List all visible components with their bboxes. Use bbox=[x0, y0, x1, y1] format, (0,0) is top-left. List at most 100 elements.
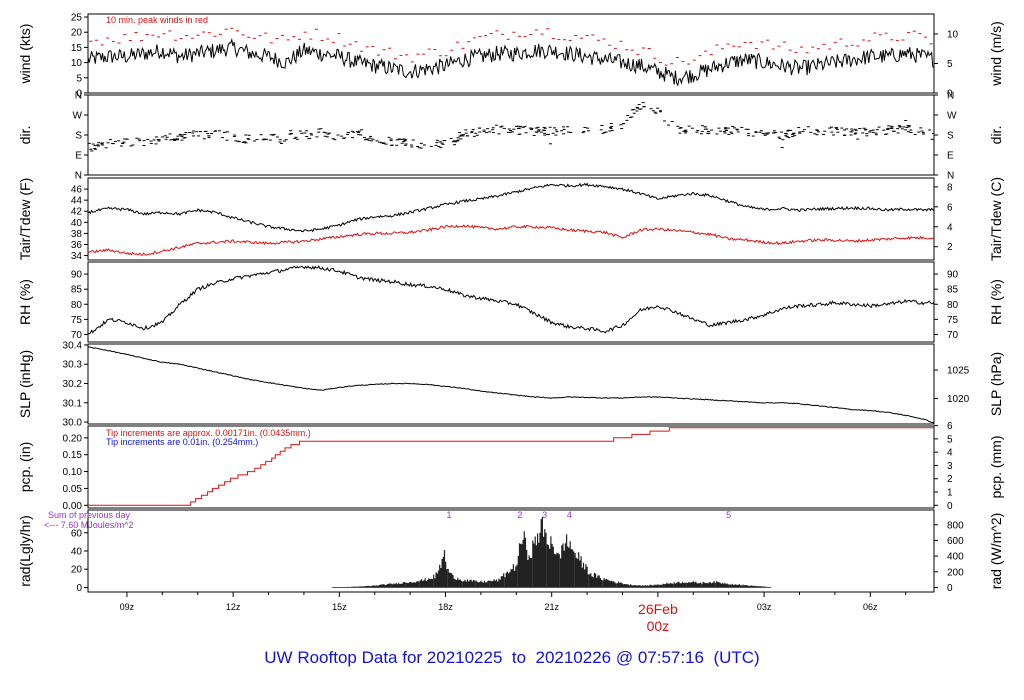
y-tick-label-left: 20 bbox=[71, 565, 83, 576]
y-tick-label-right: 2 bbox=[947, 242, 953, 253]
y-tick-label-right: 4 bbox=[947, 222, 953, 233]
y-tick-label-right: W bbox=[947, 111, 957, 122]
y-axis-label-left: SLP (inHg) bbox=[17, 350, 33, 418]
x-tick-label: 21z bbox=[544, 602, 559, 612]
x-tick-label: 12z bbox=[226, 602, 241, 612]
y-axis-label-left: wind (kts) bbox=[17, 24, 33, 85]
plot-area-slp bbox=[88, 346, 934, 424]
panel-pcp: 0.00 0.05 0.10 0.15 0.20 0 1 2 3 4 5 6 pcp. (in) pcp.… bbox=[17, 421, 1004, 512]
y-axis-label-right: SLP (hPa) bbox=[988, 352, 1004, 416]
y-tick-label-right: 400 bbox=[947, 552, 964, 563]
y-tick-label-right: 200 bbox=[947, 567, 964, 578]
series-wind-speed bbox=[88, 37, 934, 87]
series-relative-humidity bbox=[88, 265, 934, 335]
y-axis-label-right: wind (m/s) bbox=[988, 21, 1004, 87]
y-tick-label-right: 80 bbox=[947, 300, 959, 311]
panel-rh: 70 75 80 85 90 70 75 80 85 90 RH (%) RH (%) bbox=[17, 261, 1004, 343]
y-tick-label-left: 0.05 bbox=[63, 484, 83, 495]
pcp-note-red: Tip increments are approx. 0.00171in. (0… bbox=[106, 428, 311, 438]
y-axis-label-left: dir. bbox=[17, 126, 33, 145]
y-tick-label-right: 1 bbox=[947, 488, 953, 499]
y-tick-label-left: 75 bbox=[71, 315, 83, 326]
y-tick-label-right: 0 bbox=[947, 501, 953, 512]
y-tick-label-right: 1025 bbox=[947, 366, 970, 377]
y-tick-label-left: 34 bbox=[71, 251, 83, 262]
y-tick-label-left: 30.1 bbox=[63, 398, 83, 409]
y-tick-label-left: 20 bbox=[71, 28, 83, 39]
panel-slp: 30.0 30.1 30.2 30.3 30.4 1020 1025 SLP (inHg) SL… bbox=[17, 340, 1004, 428]
y-tick-label-left: E bbox=[75, 151, 82, 162]
series-solar-radiation bbox=[336, 517, 771, 588]
y-tick-label-left: 30.0 bbox=[63, 418, 83, 429]
y-tick-label-left: 80 bbox=[71, 300, 83, 311]
pcp-note-blue: Tip increments are 0.01in. (0.254mm.) bbox=[106, 437, 258, 447]
y-tick-label-right: 8 bbox=[947, 182, 953, 193]
x-tick-label: 09z bbox=[120, 602, 135, 612]
y-tick-label-right: 6 bbox=[947, 202, 953, 213]
y-axis-label-left: rad(Lgly/hr) bbox=[17, 515, 33, 587]
y-tick-label-right: N bbox=[947, 91, 954, 102]
y-tick-label-left: 0.10 bbox=[63, 467, 83, 478]
y-tick-label-left: 0.00 bbox=[63, 501, 83, 512]
y-tick-label-left: N bbox=[75, 171, 82, 182]
peak-wind-note: 10 min. peak winds in red bbox=[106, 15, 208, 25]
y-tick-label-right: 90 bbox=[947, 270, 959, 281]
y-tick-label-left: 5 bbox=[76, 73, 82, 84]
y-tick-label-left: N bbox=[75, 91, 82, 102]
panel-frame bbox=[87, 177, 935, 261]
y-axis-label-right: pcp. (mm) bbox=[988, 436, 1004, 499]
y-axis-label-left: Tair/Tdew (F) bbox=[17, 178, 33, 260]
chart-title: UW Rooftop Data for 20210225 to 20210226… bbox=[264, 648, 760, 667]
y-tick-label-left: 30.4 bbox=[63, 340, 83, 351]
y-tick-label-left: 10 bbox=[71, 58, 83, 69]
y-tick-label-right: 5 bbox=[947, 59, 953, 70]
plot-area-pcp bbox=[88, 427, 934, 506]
y-tick-label-left: 30.2 bbox=[63, 379, 83, 390]
plot-area-rad bbox=[332, 517, 772, 588]
panel-frame bbox=[87, 261, 935, 343]
sun-marker-1: 1 bbox=[447, 510, 452, 520]
y-tick-label-left: 0 bbox=[76, 89, 82, 100]
y-axis-label-left: pcp. (in) bbox=[17, 442, 33, 493]
y-tick-label-right: N bbox=[947, 171, 954, 182]
plot-area-rh bbox=[88, 265, 934, 335]
series-tair bbox=[88, 182, 934, 233]
y-tick-label-left: 0 bbox=[76, 583, 82, 594]
x-tick-label: 15z bbox=[332, 602, 347, 612]
y-tick-label-left: 15 bbox=[71, 43, 83, 54]
y-axis-label-right: Tair/Tdew (C) bbox=[988, 177, 1004, 261]
y-tick-label-right: 1020 bbox=[947, 394, 970, 405]
panel-frame bbox=[87, 343, 935, 425]
y-tick-label-left: 85 bbox=[71, 285, 83, 296]
y-tick-label-left: 0.15 bbox=[63, 450, 83, 461]
x-tick-label: 03z bbox=[757, 602, 772, 612]
y-tick-label-right: 5 bbox=[947, 434, 953, 445]
y-tick-label-left: 46 bbox=[71, 185, 83, 196]
y-tick-label-right: S bbox=[947, 131, 954, 142]
y-tick-label-right: 3 bbox=[947, 461, 953, 472]
y-tick-label-left: 38 bbox=[71, 229, 83, 240]
y-tick-label-right: E bbox=[947, 151, 954, 162]
plot-area-dir bbox=[88, 102, 934, 152]
sun-marker-3: 3 bbox=[542, 510, 547, 520]
panel-frame bbox=[87, 94, 935, 176]
rad-note-value: <--- 7.60 MJoules/m^2 bbox=[44, 520, 134, 530]
y-axis-label-right: RH (%) bbox=[988, 279, 1004, 325]
y-tick-label-left: S bbox=[75, 131, 82, 142]
y-axis-label-right: rad (W/m^2) bbox=[988, 513, 1004, 590]
y-tick-label-left: 40 bbox=[71, 547, 83, 558]
y-tick-label-left: 30.3 bbox=[63, 360, 83, 371]
panel-wind: 0 5 10 15 20 25 0 5 10 wind (kts) wind (m/s) 10 min… bbox=[17, 13, 1004, 100]
x-tick-label: 18z bbox=[438, 602, 453, 612]
series-accumulated-precipitation bbox=[88, 427, 934, 506]
y-tick-label-left: 90 bbox=[71, 270, 83, 281]
panel-frame bbox=[87, 425, 935, 509]
x-tick-label: 06z bbox=[863, 602, 878, 612]
series-tdew bbox=[88, 224, 934, 256]
y-tick-label-right: 70 bbox=[947, 330, 959, 341]
